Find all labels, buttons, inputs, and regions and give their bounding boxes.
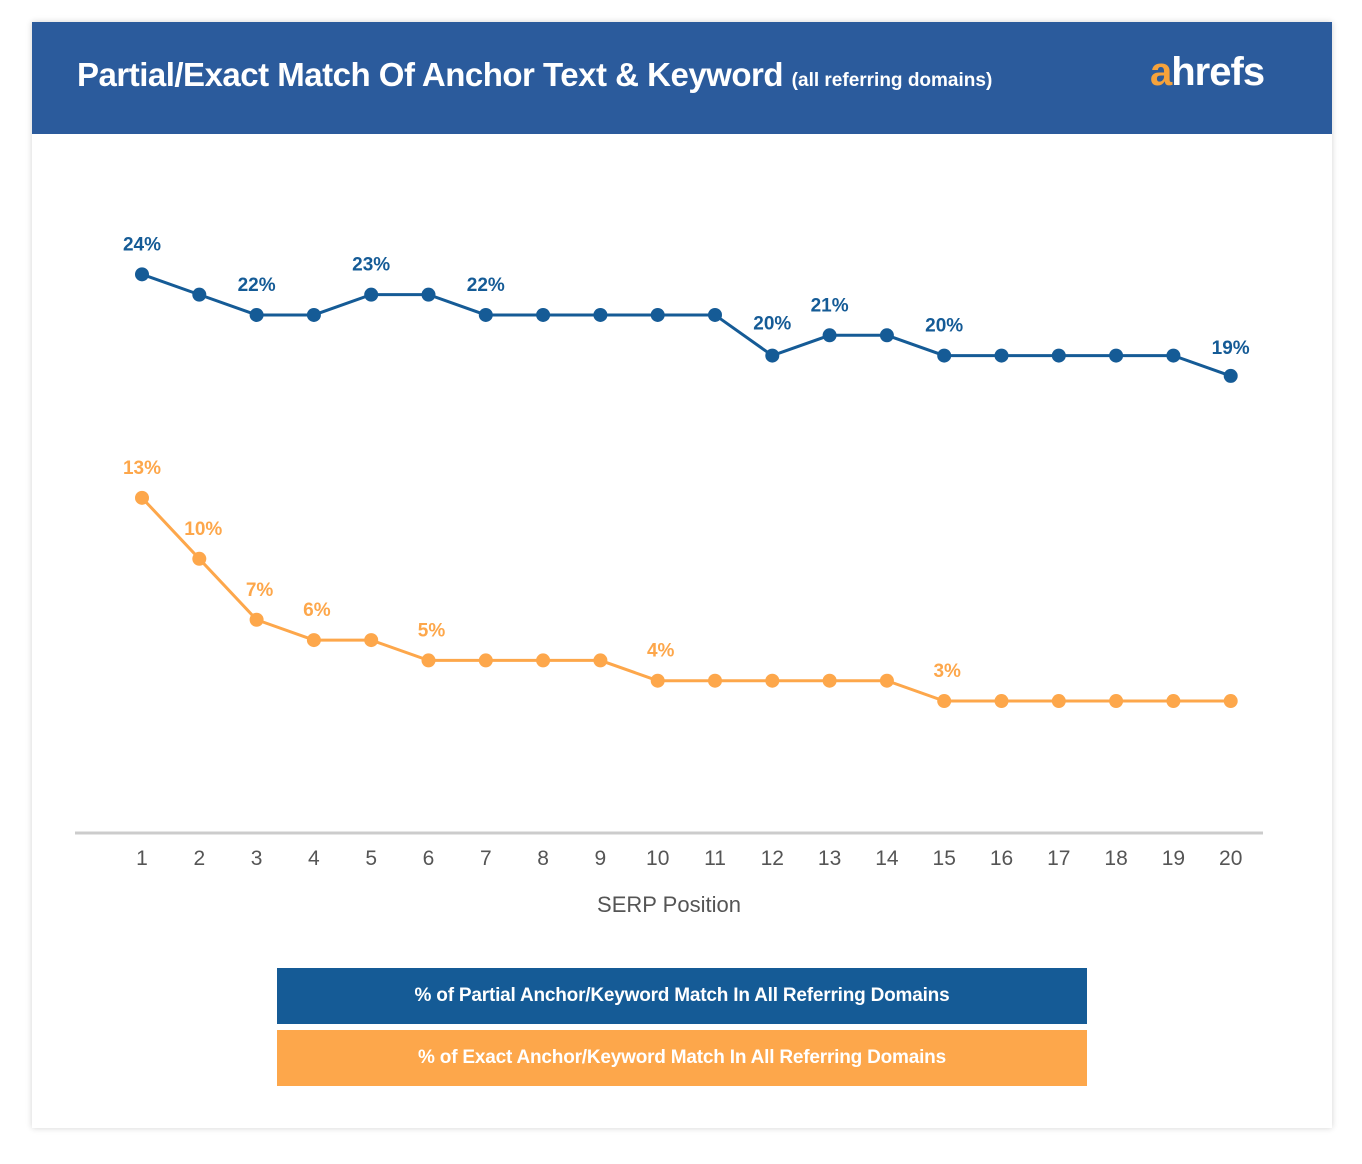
chart-card: Partial/Exact Match Of Anchor Text & Key… — [32, 22, 1332, 1128]
exact-match-data-label: 4% — [647, 641, 675, 662]
exact-match-point — [1223, 694, 1238, 709]
x-tick-label: 4 — [308, 847, 320, 870]
x-tick-label: 2 — [193, 847, 205, 870]
x-tick-label: 18 — [1104, 847, 1127, 870]
exact-match-point — [765, 673, 780, 688]
exact-match-point — [994, 694, 1009, 709]
exact-match-point — [192, 551, 207, 566]
exact-match-point — [364, 633, 379, 648]
partial-match-point — [1166, 348, 1181, 363]
partial-match-data-label: 20% — [925, 316, 963, 337]
x-tick-label: 6 — [423, 847, 435, 870]
x-axis-title: SERP Position — [597, 892, 741, 917]
partial-match-point — [421, 287, 436, 302]
exact-match-line — [140, 496, 1231, 703]
x-tick-label: 16 — [990, 847, 1013, 870]
exact-match-point — [306, 633, 321, 648]
chart-subtitle: (all referring domains) — [791, 70, 993, 91]
partial-match-point — [135, 267, 149, 282]
exact-match-point — [650, 673, 665, 688]
partial-match-point — [306, 307, 321, 322]
x-tick-label: 11 — [704, 847, 726, 870]
x-tick-label: 17 — [1047, 847, 1070, 870]
exact-match-data-label: 10% — [184, 519, 222, 540]
partial-match-point — [765, 348, 780, 363]
partial-match-data-label: 20% — [753, 314, 791, 335]
exact-match-point — [937, 694, 952, 709]
x-tick-label: 20 — [1219, 847, 1242, 870]
x-tick-label: 5 — [365, 847, 377, 870]
exact-match-point — [822, 673, 837, 688]
partial-match-point — [1109, 348, 1124, 363]
partial-match-point — [1223, 368, 1238, 383]
partial-match-data-label: 22% — [238, 275, 276, 296]
exact-match-point — [1166, 694, 1181, 709]
partial-match-point — [192, 287, 207, 302]
exact-match-point — [135, 490, 149, 505]
exact-match-point — [478, 653, 493, 668]
exact-match-point — [1051, 694, 1066, 709]
x-tick-label: 8 — [537, 847, 549, 870]
logo-rest: hrefs — [1171, 50, 1265, 94]
partial-match-point — [536, 307, 551, 322]
partial-match-data-label: 23% — [352, 255, 390, 276]
legend-exact-match: % of Exact Anchor/Keyword Match In All R… — [277, 1030, 1087, 1086]
exact-match-point — [421, 653, 436, 668]
partial-match-point — [822, 328, 837, 343]
exact-match-data-label: 5% — [418, 620, 446, 641]
partial-match-point — [1051, 348, 1066, 363]
partial-match-point — [937, 348, 952, 363]
partial-match-data-label: 21% — [811, 295, 849, 316]
chart-title-text: Partial/Exact Match Of Anchor Text & Key… — [77, 56, 784, 93]
partial-match-point — [879, 328, 894, 343]
partial-match-point — [708, 307, 722, 322]
partial-match-data-label: 19% — [1212, 338, 1250, 359]
exact-match-data-label: 7% — [246, 580, 274, 601]
x-tick-label: 10 — [646, 847, 669, 870]
x-tick-label: 14 — [875, 847, 899, 870]
exact-match-data-label: 3% — [933, 661, 961, 682]
x-tick-label: 19 — [1162, 847, 1185, 870]
partial-match-point — [364, 287, 379, 302]
ahrefs-logo: ahrefs — [1150, 50, 1265, 95]
partial-match-point — [478, 307, 493, 322]
exact-match-point — [593, 653, 608, 668]
partial-match-line — [141, 272, 1232, 378]
exact-match-point — [708, 673, 722, 688]
exact-match-point — [879, 673, 894, 688]
partial-match-point — [249, 307, 264, 322]
legend-partial-match: % of Partial Anchor/Keyword Match In All… — [277, 968, 1087, 1024]
x-tick-label: 15 — [933, 847, 956, 870]
exact-match-data-label: 13% — [123, 458, 161, 479]
x-tick-label: 1 — [136, 847, 148, 870]
x-tick-label: 3 — [251, 847, 263, 870]
partial-match-data-label: 22% — [467, 275, 505, 296]
x-tick-label: 9 — [595, 847, 607, 870]
logo-accent-letter: a — [1150, 50, 1172, 94]
x-tick-label: 7 — [480, 847, 492, 870]
partial-match-point — [650, 307, 665, 322]
partial-match-data-label: 24% — [123, 234, 161, 255]
exact-match-point — [1109, 694, 1124, 709]
exact-match-point — [536, 653, 551, 668]
x-tick-label: 12 — [761, 847, 784, 870]
partial-match-point — [593, 307, 608, 322]
partial-match-point — [994, 348, 1009, 363]
exact-match-data-label: 6% — [303, 600, 331, 621]
x-tick-label: 13 — [818, 847, 841, 870]
exact-match-point — [249, 612, 264, 627]
chart-header: Partial/Exact Match Of Anchor Text & Key… — [32, 22, 1332, 134]
chart-title: Partial/Exact Match Of Anchor Text & Key… — [77, 56, 992, 94]
